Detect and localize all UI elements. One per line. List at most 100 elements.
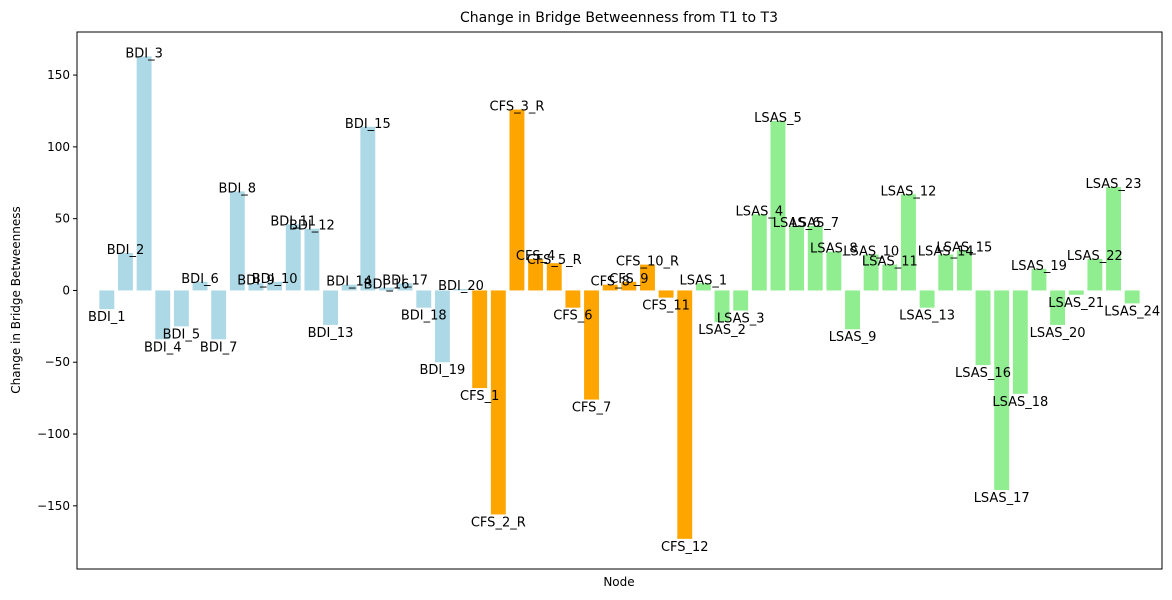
bar-bdi-15 — [360, 126, 376, 291]
bar-cfs-1 — [472, 290, 488, 389]
bar-lsas-22 — [1087, 258, 1103, 291]
bar-label-cfs-12: CFS_12 — [661, 540, 709, 555]
y-tick-label: 0 — [62, 283, 70, 297]
plot-frame — [76, 31, 1163, 570]
bar-label-lsas-7: LSAS_7 — [791, 216, 839, 231]
bar-label-lsas-19: LSAS_19 — [1011, 259, 1067, 274]
bar-cfs-4 — [528, 258, 544, 291]
bar-label-lsas-9: LSAS_9 — [829, 330, 877, 345]
bar-bdi-17 — [397, 283, 413, 291]
bar-lsas-1 — [695, 283, 711, 291]
bar-bdi-10 — [267, 281, 283, 291]
bar-bdi-4 — [155, 290, 171, 340]
bar-label-cfs-2-r: CFS_2_R — [471, 515, 526, 530]
bar-bdi-20 — [453, 289, 469, 291]
bar-bdi-2 — [118, 253, 133, 291]
bar-cfs-2-r — [490, 290, 506, 515]
bar-label-cfs-4: CFS_4 — [516, 249, 555, 264]
y-axis-label: Change in Bridge Betweenness — [9, 206, 23, 393]
bar-lsas-18 — [1012, 290, 1028, 394]
bar-cfs-10-r — [640, 264, 655, 291]
bar-cfs-7 — [584, 290, 599, 400]
bar-label-bdi-13: BDI_13 — [308, 326, 354, 341]
bar-label-lsas-12: LSAS_12 — [880, 184, 936, 199]
bar-label-cfs-10-r: CFS_10_R — [616, 255, 679, 270]
bar-cfs-9 — [621, 281, 637, 291]
bar-label-bdi-18: BDI_18 — [401, 309, 447, 324]
y-tick-label: 150 — [47, 68, 70, 82]
bar-bdi-12 — [304, 228, 320, 291]
bar-label-cfs-9: CFS_9 — [609, 272, 648, 287]
bar-lsas-7 — [807, 225, 823, 291]
bar-lsas-9 — [845, 290, 860, 330]
bar-lsas-6 — [789, 225, 805, 291]
bar-label-cfs-5-r: CFS_5_R — [527, 253, 582, 268]
bar-label-cfs-3-r: CFS_3_R — [490, 100, 545, 115]
bar-label-lsas-14: LSAS_14 — [918, 245, 974, 260]
bar-label-lsas-20: LSAS_20 — [1030, 326, 1086, 341]
bar-label-lsas-8: LSAS_8 — [810, 242, 858, 257]
bar-cfs-6 — [565, 290, 581, 308]
y-tick-label: −100 — [37, 427, 70, 441]
bar-bdi-13 — [323, 290, 338, 325]
bar-lsas-23 — [1106, 187, 1121, 291]
bar-label-bdi-1: BDI_1 — [88, 310, 126, 325]
bar-label-lsas-1: LSAS_1 — [680, 273, 728, 288]
bar-label-bdi-15: BDI_15 — [345, 117, 391, 132]
x-axis-label: Node — [603, 575, 634, 589]
bar-lsas-5 — [770, 121, 786, 291]
bar-label-bdi-11: BDI_11 — [270, 214, 316, 229]
bar-lsas-14 — [938, 254, 954, 291]
bar-label-lsas-18: LSAS_18 — [992, 395, 1048, 410]
bar-label-cfs-8: CFS_8 — [591, 275, 630, 290]
bar-label-lsas-5: LSAS_5 — [754, 111, 802, 126]
bar-label-cfs-1: CFS_1 — [460, 389, 499, 404]
bar-lsas-13 — [919, 290, 935, 308]
bar-label-bdi-17: BDI_17 — [382, 273, 428, 288]
bar-bdi-8 — [229, 191, 245, 291]
bar-label-cfs-11: CFS_11 — [642, 299, 690, 314]
bar-lsas-17 — [994, 290, 1010, 491]
chart-title: Change in Bridge Betweenness from T1 to … — [460, 10, 778, 26]
y-tick-label: −150 — [37, 499, 70, 513]
bar-label-lsas-15: LSAS_15 — [936, 240, 992, 255]
bar-label-lsas-6: LSAS_6 — [773, 216, 821, 231]
bar-cfs-8 — [602, 284, 618, 291]
bar-lsas-24 — [1124, 290, 1140, 304]
y-axis: −150 −100 −50 0 50 100 150 — [37, 68, 77, 513]
bar-bdi-18 — [416, 290, 432, 308]
bars-group — [99, 56, 1140, 539]
bar-label-lsas-4: LSAS_4 — [735, 204, 783, 219]
bar-bdi-7 — [211, 290, 227, 340]
bar-label-cfs-6: CFS_6 — [553, 309, 592, 324]
bar-label-bdi-2: BDI_2 — [107, 243, 145, 258]
bar-lsas-2 — [714, 290, 730, 323]
bar-cfs-3-r — [509, 109, 525, 291]
bar-lsas-16 — [975, 290, 991, 366]
bar-label-lsas-10: LSAS_10 — [843, 245, 899, 260]
bar-bdi-6 — [192, 281, 208, 291]
bar-label-bdi-6: BDI_6 — [181, 272, 219, 287]
bar-label-bdi-7: BDI_7 — [200, 340, 238, 355]
bar-label-lsas-23: LSAS_23 — [1086, 177, 1142, 192]
bar-label-lsas-17: LSAS_17 — [974, 491, 1030, 506]
bar-lsas-19 — [1031, 268, 1047, 291]
bar-bdi-14 — [341, 284, 357, 291]
bar-label-lsas-22: LSAS_22 — [1067, 249, 1123, 264]
bar-label-bdi-19: BDI_19 — [419, 363, 465, 378]
bar-label-bdi-9: BDI_9 — [237, 273, 275, 288]
bar-bdi-3 — [136, 56, 152, 291]
bar-label-lsas-16: LSAS_16 — [955, 366, 1011, 381]
bar-label-bdi-8: BDI_8 — [219, 181, 257, 196]
bar-bdi-1 — [99, 290, 115, 310]
bar-label-bdi-14: BDI_14 — [326, 275, 372, 290]
bar-label-bdi-5: BDI_5 — [163, 327, 201, 342]
bar-label-lsas-2: LSAS_2 — [698, 323, 746, 338]
bar-label-lsas-21: LSAS_21 — [1048, 296, 1104, 311]
bar-lsas-11 — [882, 264, 898, 291]
bar-cfs-5-r — [546, 263, 562, 291]
bar-bdi-9 — [248, 283, 264, 291]
